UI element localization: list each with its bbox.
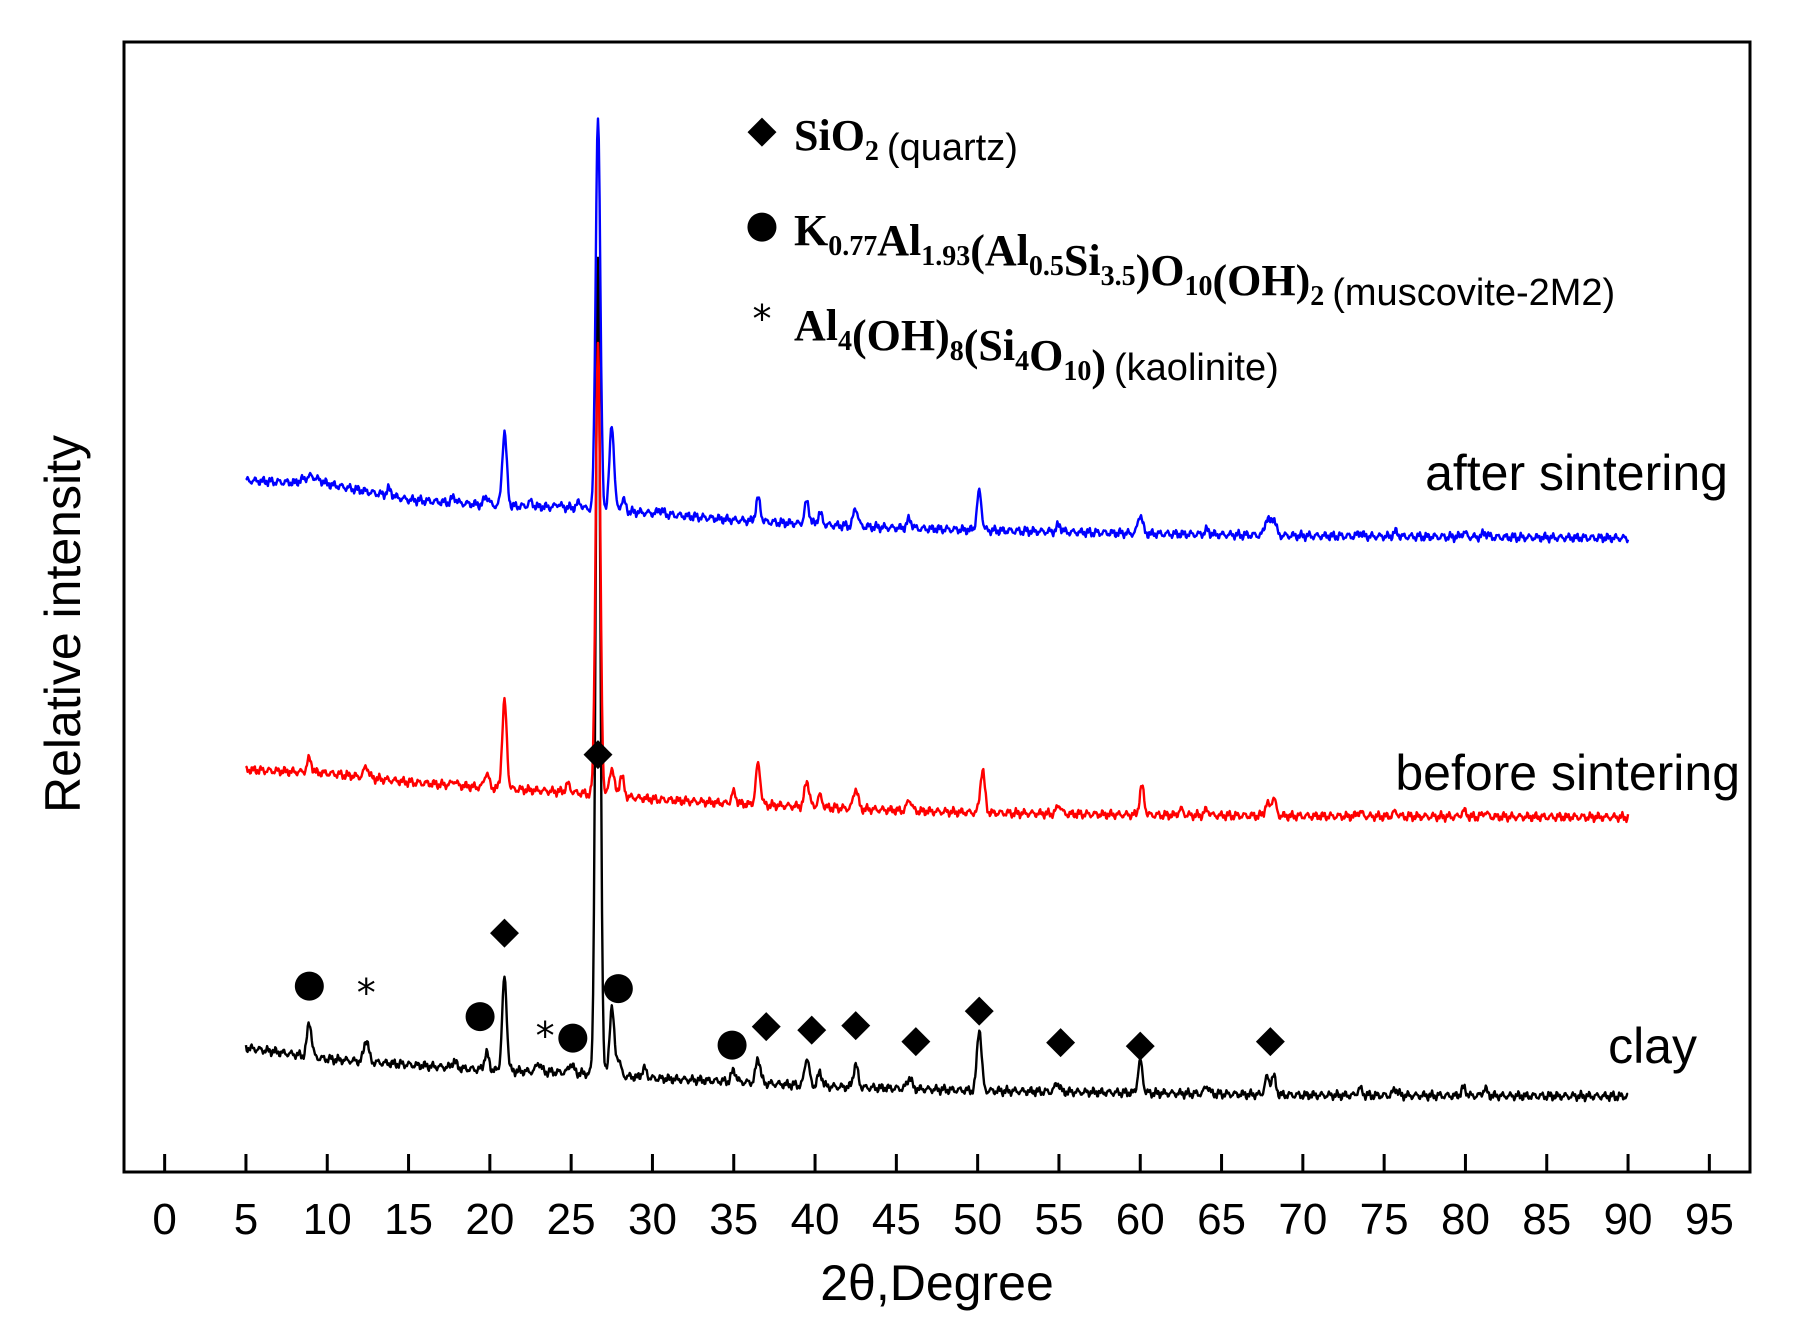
peak-marker-quartz: ◆ (1046, 1018, 1076, 1062)
y-axis-title: Relative intensity (35, 435, 91, 813)
legend-symbol-2: * (753, 297, 772, 341)
peak-marker-muscovite: ● (293, 961, 326, 1005)
x-tick-label-30: 30 (628, 1195, 677, 1244)
series-label-before-sintering: before sintering (1395, 745, 1740, 801)
series-line-before-sintering (244, 341, 1630, 824)
x-axis-title: 2θ,Degree (820, 1255, 1054, 1311)
x-tick-label-40: 40 (791, 1195, 840, 1244)
x-tick-label-35: 35 (709, 1195, 758, 1244)
peak-marker-quartz: ◆ (901, 1016, 931, 1060)
x-tick-label-10: 10 (303, 1195, 352, 1244)
x-tick-label-50: 50 (953, 1195, 1002, 1244)
series-label-after-sintering: after sintering (1425, 445, 1728, 501)
legend-entry-1: K0.77Al1.93(Al0.5Si3.5)O10(OH)2 (muscovit… (794, 206, 1615, 314)
x-axis: 0 5 10 15 20 25 30 35 40 45 50 55 60 65 70 75 80 85 90 95 (152, 1154, 1734, 1244)
series-label-clay: clay (1608, 1018, 1697, 1074)
x-tick-label-60: 60 (1116, 1195, 1165, 1244)
x-tick-label-45: 45 (872, 1195, 921, 1244)
peak-marker-muscovite: ● (716, 1020, 749, 1064)
peak-marker-quartz: ◆ (1256, 1016, 1286, 1060)
x-tick-label-25: 25 (547, 1195, 596, 1244)
series-line-after-sintering (245, 117, 1630, 544)
series-layer (244, 117, 1630, 1103)
x-tick-label-85: 85 (1522, 1195, 1571, 1244)
x-tick-label-70: 70 (1278, 1195, 1327, 1244)
peak-markers: ● * ●◆* ●◆●● ◆ ◆ ◆ ◆◆◆ ◆ ◆ (293, 729, 1286, 1065)
peak-marker-quartz: ◆ (797, 1005, 827, 1049)
peak-marker-muscovite: ● (602, 963, 635, 1007)
peak-marker-kaolinite: * (536, 1014, 555, 1058)
x-tick-label-80: 80 (1441, 1195, 1490, 1244)
x-tick-label-0: 0 (152, 1195, 176, 1244)
legend-entry-2: Al4(OH)8(Si4O10) (kaolinite) (794, 301, 1279, 390)
x-tick-label-5: 5 (234, 1195, 258, 1244)
plot-frame (122, 40, 1752, 1174)
peak-marker-quartz: ◆ (752, 1002, 782, 1046)
x-tick-label-20: 20 (465, 1195, 514, 1244)
x-tick-label-75: 75 (1360, 1195, 1409, 1244)
peak-marker-quartz: ◆ (583, 729, 613, 773)
legend: ◆ SiO2 (quartz) ● K0.77Al1.93(Al0.5Si3.5)O10… (745, 107, 1615, 390)
x-tick-label-90: 90 (1604, 1195, 1653, 1244)
legend-symbol-1: ● (745, 202, 778, 246)
x-tick-label-95: 95 (1685, 1195, 1734, 1244)
peak-marker-kaolinite: * (357, 971, 376, 1015)
series-line-clay (244, 256, 1629, 1103)
peak-marker-quartz: ◆ (490, 908, 520, 952)
legend-entry-0: SiO2 (quartz) (794, 111, 1018, 169)
peak-marker-quartz: ◆ (1126, 1021, 1156, 1065)
x-tick-label-65: 65 (1197, 1195, 1246, 1244)
peak-marker-quartz: ◆ (841, 1001, 871, 1045)
x-tick-label-15: 15 (384, 1195, 433, 1244)
peak-marker-quartz: ◆ (965, 986, 995, 1030)
x-tick-label-55: 55 (1034, 1195, 1083, 1244)
peak-marker-muscovite: ● (464, 992, 497, 1036)
peak-marker-muscovite: ● (556, 1013, 589, 1057)
legend-symbol-0: ◆ (747, 107, 777, 151)
